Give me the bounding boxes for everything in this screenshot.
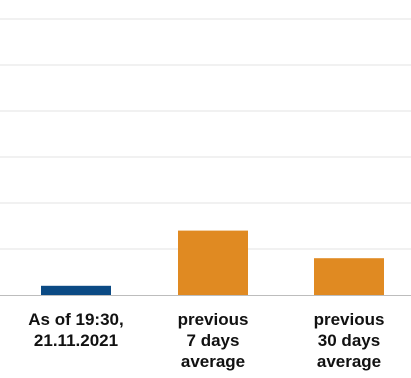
- x-tick-label-line: 30 days: [317, 331, 381, 350]
- x-tick-label-2: previous 7 days average: [148, 309, 278, 372]
- x-tick-label-3: previous 30 days average: [284, 309, 411, 372]
- x-tick-label-line: previous: [177, 310, 249, 329]
- x-tick-label-line: previous: [313, 310, 385, 329]
- gridlines: [0, 18, 411, 250]
- x-tick-label-line: As of 19:30,: [28, 310, 124, 329]
- x-tick-label-line: average: [180, 352, 246, 371]
- bar-1: [41, 285, 111, 295]
- bar-3: [314, 258, 384, 295]
- x-tick-label-line: 7 days: [186, 331, 240, 350]
- x-tick-label-1: As of 19:30, 21.11.2021: [11, 309, 141, 351]
- bars: [41, 230, 384, 295]
- x-tick-label-line: average: [316, 352, 382, 371]
- bar-2: [178, 230, 248, 295]
- x-tick-label-line: 21.11.2021: [33, 331, 119, 350]
